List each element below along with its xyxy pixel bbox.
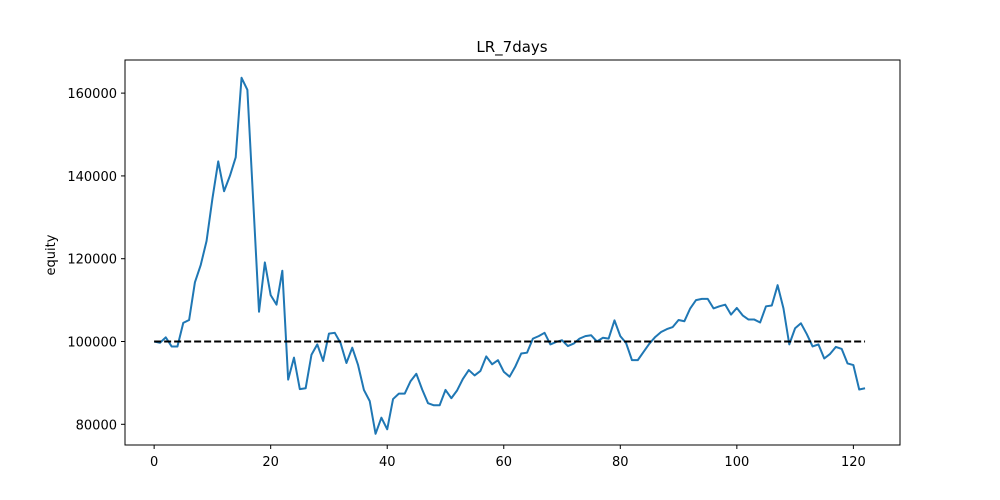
x-tick-label: 20 [262,455,279,470]
y-tick-label: 100000 [67,336,117,351]
plot-area [153,76,866,435]
y-axis-label: equity [44,234,59,275]
x-tick-label: 120 [841,455,866,470]
x-tick-label: 0 [150,455,158,470]
plot-frame [124,59,901,446]
x-tick-label: 80 [612,455,629,470]
chart-title: LR_7days [476,38,547,57]
y-tick-label: 120000 [67,253,117,268]
x-tick-label: 100 [724,455,749,470]
y-tick-label: 140000 [67,170,117,185]
axes: 0 20 40 60 80 100 120 80000 100000 120000 140000 16… [67,59,901,470]
equity-series-line [153,76,866,435]
y-tick-label: 160000 [67,87,117,102]
y-tick-label: 80000 [76,418,117,433]
x-tick-label: 60 [495,455,512,470]
x-tick-label: 40 [379,455,396,470]
